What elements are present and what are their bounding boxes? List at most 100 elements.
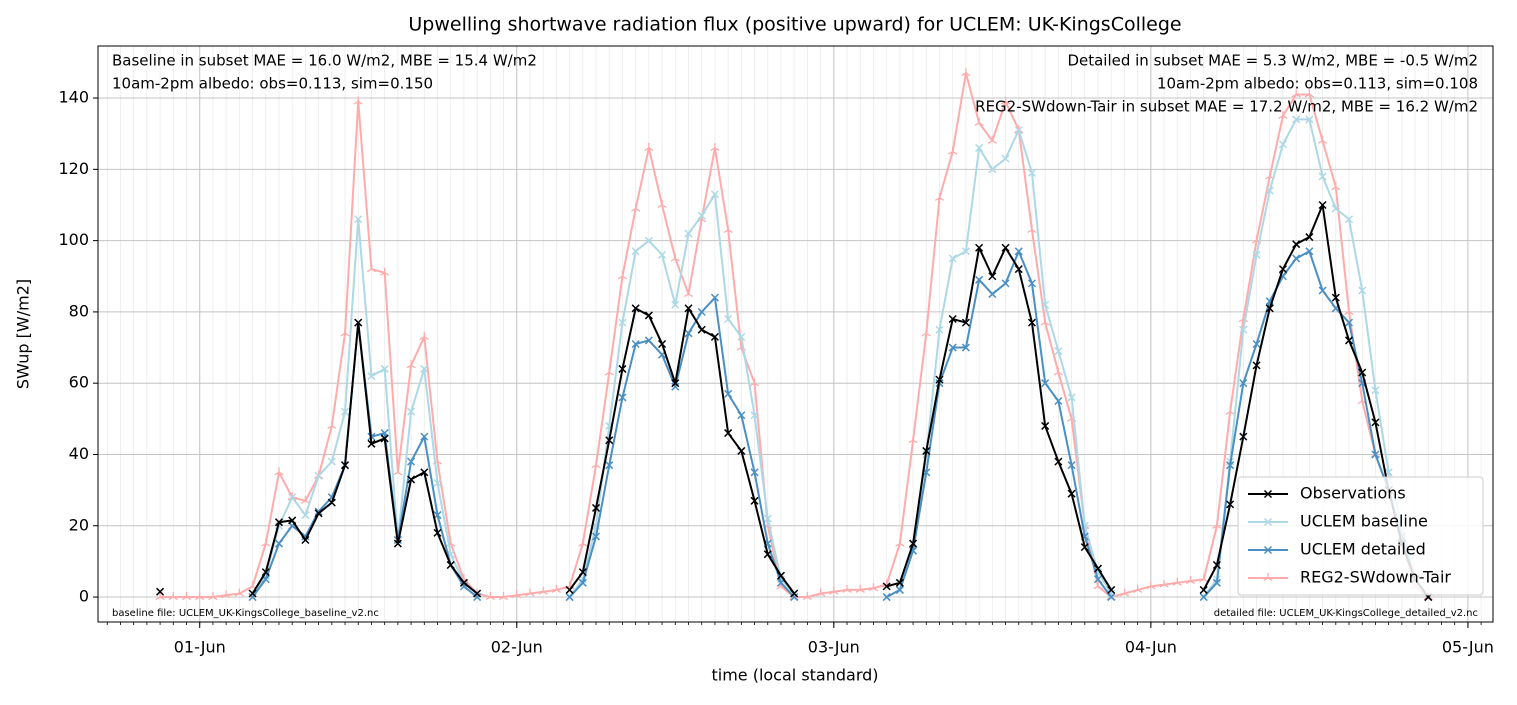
annotation: baseline file: UCLEM_UK-KingsCollege_bas… [112,608,379,619]
data-point [618,393,627,402]
data-point [1067,393,1076,402]
data-point [1107,589,1116,598]
data-point [605,436,614,445]
data-point [274,467,284,476]
data-point [156,587,165,596]
data-point [1292,254,1301,263]
data-point [565,593,574,602]
data-point [763,550,772,559]
data-point [737,332,746,341]
data-point [975,275,984,284]
data-point [433,528,442,537]
data-point [1001,279,1010,288]
data-point [234,588,244,597]
data-point [1053,367,1064,376]
data-point [261,568,270,577]
data-point [644,236,653,245]
series-line [251,203,1430,598]
data-point [591,532,601,541]
data-point [948,254,957,263]
data-point [1239,432,1248,441]
data-point [1239,379,1248,388]
legend-marker [1263,573,1273,582]
data-point [617,271,628,280]
legend-label: UCLEM detailed [1300,540,1426,559]
data-point [181,592,192,601]
data-point [485,592,495,601]
annotation: detailed file: UCLEM_UK-KingsCollege_det… [1214,608,1478,619]
data-point [737,446,746,455]
data-point [1265,186,1274,195]
annotation: 10am-2pm albedo: obs=0.113, sim=0.150 [112,75,433,93]
data-point [195,592,205,601]
data-point [697,211,706,220]
data-point [1041,300,1050,309]
x-tick-label: 04-Jun [1125,638,1177,657]
data-point [1146,581,1156,590]
data-point [1278,140,1287,149]
data-point [868,583,879,592]
data-point [737,411,746,420]
data-point [1000,96,1011,105]
y-tick-label: 100 [58,230,89,249]
data-point [367,372,376,381]
data-point [1014,126,1023,135]
data-point [1305,233,1314,242]
data-point [710,190,719,199]
data-point [724,314,733,324]
y-tick-label: 60 [69,373,89,392]
y-tick-label: 0 [79,587,89,606]
data-point [921,328,931,337]
data-point [512,590,522,599]
data-point [1304,89,1315,98]
data-point [618,318,627,327]
data-point [1344,215,1354,224]
data-point [974,117,984,127]
data-point [710,293,719,302]
data-point [988,165,997,174]
data-point [1040,317,1050,326]
data-point [1014,265,1023,274]
data-point [975,243,984,252]
data-point [419,331,429,340]
data-point [1093,575,1103,584]
data-point [1027,224,1037,233]
data-point [1371,418,1380,427]
data-point [855,584,865,593]
data-point [406,360,416,369]
data-point [407,475,416,484]
data-point [1358,286,1367,295]
data-point [393,539,402,548]
data-point [1371,450,1380,459]
data-point [354,318,363,327]
data-point [578,538,588,547]
data-point [1172,577,1182,586]
data-point [671,379,680,388]
data-point [1239,325,1248,334]
data-point [802,592,813,601]
data-point [684,329,693,338]
data-point [776,571,785,580]
data-point [327,457,336,466]
data-point [538,586,548,595]
data-point [459,578,468,587]
annotation: REG2-SWdown-Tair in subset MAE = 17.2 W/… [975,98,1478,116]
data-point [1212,520,1222,529]
data-point [327,420,337,430]
data-point [1331,182,1341,191]
data-point [961,318,970,327]
data-point [987,135,997,144]
data-point [1054,457,1063,466]
data-point [618,364,627,373]
legend-marker [1263,489,1273,499]
plot-frame [97,45,1494,623]
data-point [631,339,640,349]
data-point [1371,386,1380,395]
data-point [1054,347,1063,356]
data-point [763,514,772,523]
data-point [790,593,799,602]
data-point [420,364,429,373]
data-point [1305,247,1314,256]
data-point [1067,461,1076,470]
data-point [433,511,442,520]
